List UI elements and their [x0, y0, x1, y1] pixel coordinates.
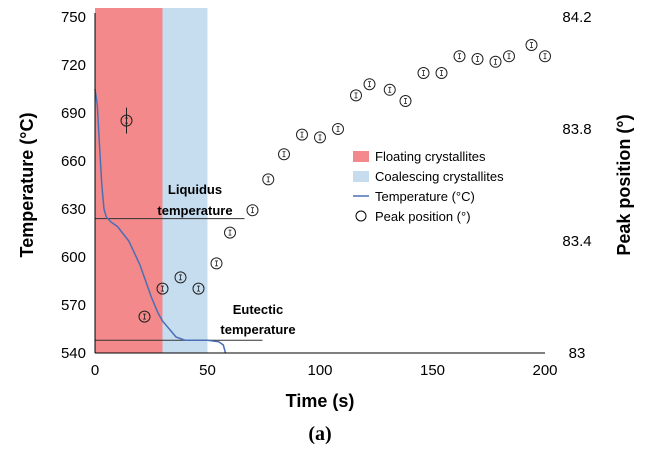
peak-marker [503, 50, 515, 63]
temperature-series [94, 88, 227, 354]
x-tick-label: 50 [199, 362, 216, 379]
region-coalescing-crystallites [162, 8, 208, 353]
y-right-tick-label: 83.4 [562, 233, 591, 250]
peak-marker [489, 55, 502, 68]
y-left-tick-label: 660 [61, 153, 86, 170]
peak-marker [296, 128, 308, 141]
axes [94, 13, 545, 354]
peak-marker [138, 310, 151, 323]
annotation-label-line1: Liquidus [168, 182, 222, 197]
figure-caption: (a) [308, 423, 331, 445]
y-left-tick-label: 690 [61, 105, 86, 122]
peak-marker [417, 67, 430, 79]
legend: Floating crystallites Coalescing crystall… [353, 149, 504, 224]
annotation-label-line2: temperature [157, 203, 232, 218]
peak-marker [350, 89, 362, 102]
x-tick-label: 0 [91, 362, 99, 379]
x-axis-title: Time (s) [286, 391, 355, 411]
peak-marker [539, 50, 551, 63]
peak-marker [332, 123, 344, 135]
annotations: Liquidus temperature Eutectic temperature [157, 182, 295, 337]
legend-entry: Floating crystallites [353, 149, 486, 164]
legend-label: Coalescing crystallites [375, 169, 504, 184]
y-axis-right-title: Peak position (°) [614, 114, 634, 255]
legend-swatch [353, 151, 369, 162]
x-tick-label: 150 [420, 362, 445, 379]
peak-marker [278, 148, 290, 161]
legend-label: Temperature (°C) [375, 189, 475, 204]
peak-marker [363, 78, 376, 91]
y-left-tick-label: 570 [61, 297, 86, 314]
peak-marker [399, 95, 412, 107]
y-right-tick-label: 83.8 [562, 121, 591, 138]
reference-lines [95, 218, 263, 341]
legend-swatch [353, 171, 369, 182]
legend-label: Floating crystallites [375, 149, 486, 164]
peak-marker [192, 282, 205, 295]
peak-marker [262, 173, 275, 186]
peak-marker [156, 282, 169, 295]
legend-label: Peak position (°) [375, 209, 471, 224]
legend-entry: Temperature (°C) [353, 189, 475, 204]
peak-marker [224, 226, 236, 239]
y-right-tick-label: 84.2 [562, 9, 591, 26]
shaded-regions [95, 8, 208, 353]
peak-marker [210, 257, 223, 270]
y-left-tick-label: 600 [61, 249, 86, 266]
y-axis-left-title: Temperature (°C) [17, 113, 37, 258]
annotation-label-line1: Eutectic [233, 302, 284, 317]
y-left-tick-label: 630 [61, 201, 86, 218]
y-right-tick-label: 83 [569, 345, 586, 362]
annotation-label-line2: temperature [220, 322, 295, 337]
legend-entry: Coalescing crystallites [353, 169, 504, 184]
peak-marker [314, 131, 326, 144]
legend-entry: Peak position (°) [355, 209, 471, 224]
y-left-tick-label: 540 [61, 345, 86, 362]
peak-marker [471, 53, 484, 65]
y-left-tick-label: 720 [61, 57, 86, 74]
peak-marker [453, 50, 466, 63]
x-tick-label: 100 [307, 362, 332, 379]
legend-swatch [355, 210, 367, 222]
y-left-tick-label: 750 [61, 9, 86, 26]
x-tick-label: 200 [532, 362, 557, 379]
temperature-line [94, 88, 227, 354]
peak-position-series [120, 39, 551, 323]
peak-marker [174, 271, 187, 284]
peak-marker [525, 39, 538, 51]
peak-marker [246, 204, 259, 217]
peak-marker [435, 67, 448, 79]
peak-marker [383, 83, 396, 96]
tick-labels: 0 50 100 150 200 540 570 600 630 660 690 720 750 83 83… [61, 9, 592, 379]
